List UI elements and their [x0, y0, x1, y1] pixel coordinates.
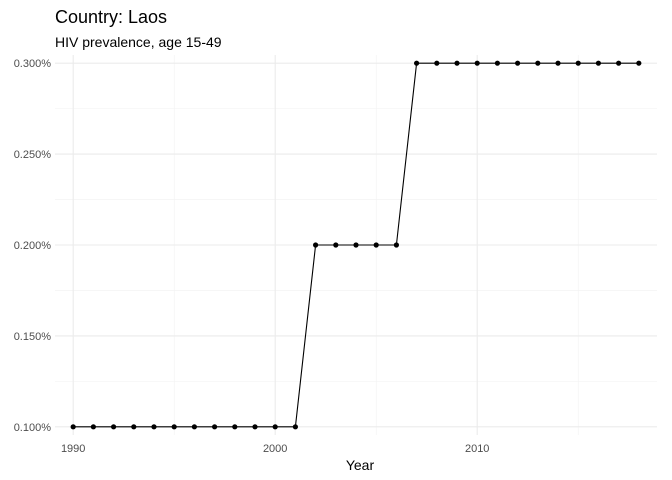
data-point [555, 60, 561, 66]
data-point [373, 242, 379, 248]
data-point [414, 60, 420, 66]
data-point [191, 424, 197, 430]
data-point [595, 60, 602, 66]
data-point [70, 424, 76, 430]
y-tick-label: 0.300% [14, 58, 52, 70]
data-point [211, 424, 218, 430]
data-point [292, 424, 298, 430]
chart-subtitle: HIV prevalence, age 15-49 [55, 34, 222, 50]
data-point [535, 60, 541, 66]
data-point [252, 424, 258, 430]
x-tick-label: 2010 [465, 443, 489, 455]
data-point [454, 60, 460, 66]
data-point [393, 242, 400, 248]
data-point [575, 60, 581, 66]
data-point [616, 60, 622, 66]
x-tick-label: 1990 [61, 443, 85, 455]
data-point [90, 424, 96, 430]
data-point [131, 424, 137, 430]
data-point [171, 424, 177, 430]
data-point [353, 242, 359, 248]
tick-labels: 1990 2000 2010 0.100% 0.150% 0.200% 0.250% 0.30… [14, 58, 490, 455]
data-point [494, 60, 501, 66]
data-point [474, 60, 480, 66]
y-tick-label: 0.100% [14, 422, 52, 434]
data-point [434, 60, 440, 66]
data-point [232, 424, 238, 430]
data-point [151, 424, 157, 430]
data-point [515, 60, 521, 66]
chart-title: Country: Laos [55, 7, 167, 27]
y-tick-label: 0.200% [14, 240, 52, 252]
data-point [272, 424, 278, 430]
x-tick-label: 2000 [263, 443, 287, 455]
data-point [333, 242, 339, 248]
data-point [110, 424, 117, 430]
data-point [312, 242, 319, 248]
y-tick-label: 0.250% [14, 149, 52, 161]
series-layer [70, 60, 642, 430]
y-tick-label: 0.150% [14, 331, 52, 343]
x-axis-label: Year [346, 457, 375, 473]
data-point [636, 60, 642, 66]
